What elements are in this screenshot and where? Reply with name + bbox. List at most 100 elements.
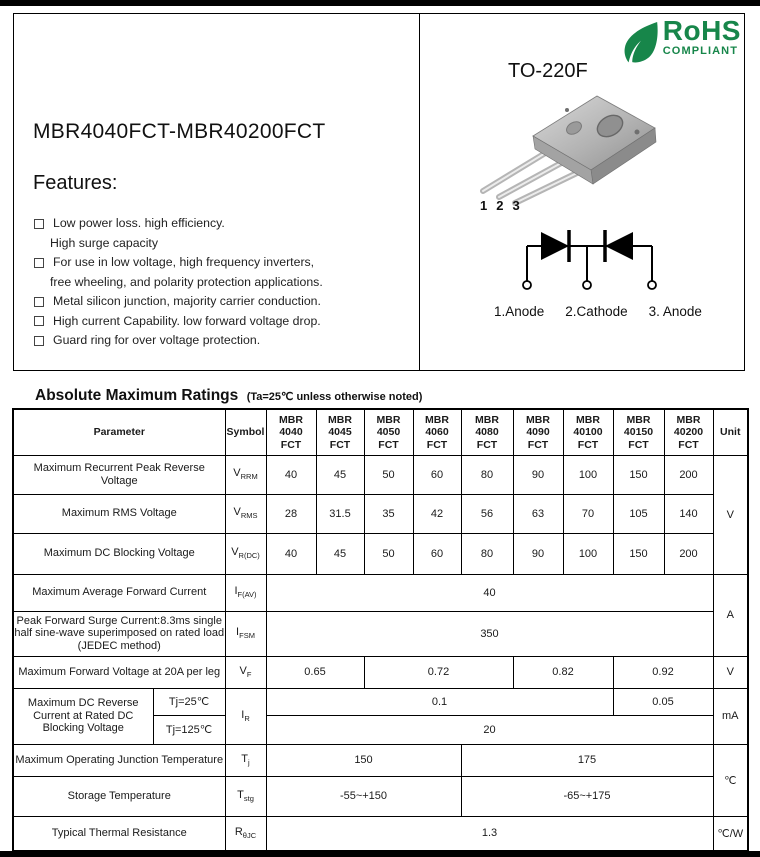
value-cell: 42 <box>412 493 462 534</box>
package-legs <box>480 149 582 206</box>
package-panel: RoHS COMPLIANT TO-220F <box>420 14 746 370</box>
value-cell: 200 <box>663 532 714 575</box>
unit-cell: ℃ <box>712 743 749 817</box>
table-row-tj: Maximum Operating Junction Temperature T… <box>12 743 749 817</box>
diode-schematic <box>522 230 657 290</box>
pin-legend-anode1: 1.Anode <box>494 304 545 319</box>
table-row-vrdc: Maximum DC Blocking Voltage VR(DC) 40 45… <box>12 532 748 575</box>
param-label: Maximum RMS Voltage <box>12 493 226 534</box>
param-label: Maximum DC Reverse Current at Rated DC B… <box>12 687 154 745</box>
symbol-cell: VRMS <box>224 493 267 534</box>
value-cell: 1.3 <box>265 815 714 852</box>
table-row-ir-25: Maximum DC Reverse Current at Rated DC B… <box>12 687 749 745</box>
value-cell: 28 <box>265 493 317 534</box>
value-cell: 200 <box>663 454 714 495</box>
col-header-model: MBR 4050 FCT <box>363 408 414 456</box>
symbol-cell: VR(DC) <box>224 532 267 575</box>
symbol-cell: IFSM <box>224 610 267 657</box>
value-cell: 40 <box>265 454 317 495</box>
col-header-model: MBR 4090 FCT <box>512 408 564 456</box>
col-header-model: MBR 40100 FCT <box>562 408 614 456</box>
col-header-model: MBR 4045 FCT <box>315 408 365 456</box>
value-cell: 140 <box>663 493 714 534</box>
pin-number-2: 2 <box>496 198 504 213</box>
feature-text: Low power loss. high efficiency. <box>53 216 225 230</box>
rohs-logo: RoHS COMPLIANT <box>622 17 741 63</box>
feature-item: For use in low voltage, high frequency i… <box>33 253 413 273</box>
table-row-tstg: Storage Temperature Tstg -55~+150 -65~+1… <box>12 775 748 817</box>
checkbox-icon <box>34 218 44 229</box>
pin-legend-anode3: 3. Anode <box>648 304 702 319</box>
value-cell: 35 <box>363 493 414 534</box>
value-cell: -55~+150 <box>265 775 462 817</box>
col-header-model: MBR 40150 FCT <box>612 408 665 456</box>
feature-item: Low power loss. high efficiency. <box>33 214 413 234</box>
value-cell: 175 <box>460 743 714 777</box>
rohs-subtitle: COMPLIANT <box>662 45 739 57</box>
value-cell: 0.92 <box>612 655 714 689</box>
col-header-parameter: Parameter <box>12 408 226 456</box>
col-header-model: MBR 4040 FCT <box>265 408 317 456</box>
param-label: Maximum Recurrent Peak Reverse Voltage <box>12 454 226 495</box>
value-cell: 350 <box>265 610 714 657</box>
value-cell: 60 <box>412 532 462 575</box>
col-header-model: MBR 4080 FCT <box>460 408 514 456</box>
features-heading: Features: <box>33 172 118 194</box>
pin-number-3: 3 <box>512 198 520 213</box>
panel-divider <box>419 14 420 370</box>
value-cell: 150 <box>612 454 665 495</box>
value-cell: 0.82 <box>512 655 614 689</box>
feature-text: For use in low voltage, high frequency i… <box>53 255 315 269</box>
unit-cell: A <box>712 573 749 657</box>
param-label: Peak Forward Surge Current:8.3ms single … <box>12 610 226 657</box>
col-header-symbol: Symbol <box>224 408 267 456</box>
col-header-unit: Unit <box>712 408 749 456</box>
product-title: MBR4040FCT-MBR40200FCT <box>33 120 326 143</box>
condition-cell: Tj=125℃ <box>152 714 226 745</box>
param-label: Typical Thermal Resistance <box>12 815 226 852</box>
value-cell: 50 <box>363 532 414 575</box>
unit-cell: V <box>712 454 749 575</box>
value-cell: 0.1 <box>265 687 614 716</box>
value-cell: 40 <box>265 532 317 575</box>
header-section: MBR4040FCT-MBR40200FCT Features: Low pow… <box>13 13 745 371</box>
value-cell: 45 <box>315 454 365 495</box>
value-cell: 20 <box>265 714 714 745</box>
col-header-model: MBR 40200 FCT <box>663 408 714 456</box>
value-cell: 150 <box>612 532 665 575</box>
ratings-title-condition: (Ta=25℃ unless otherwise noted) <box>246 391 423 403</box>
symbol-cell: VRRM <box>224 454 267 495</box>
checkbox-icon <box>34 316 44 326</box>
package-image <box>480 95 657 206</box>
unit-cell: ℃/W <box>712 815 749 852</box>
table-row-vf: Maximum Forward Voltage at 20A per leg V… <box>12 655 749 689</box>
value-cell: 40 <box>265 573 714 612</box>
value-cell: 50 <box>363 454 414 495</box>
ratings-title: Absolute Maximum Ratings (Ta=25℃ unless … <box>35 387 422 405</box>
feature-text: High current Capability. low forward vol… <box>53 313 321 328</box>
table-row-ifav: Maximum Average Forward Current IF(AV) 4… <box>12 573 749 657</box>
feature-text-continued: High surge capacity <box>50 235 158 250</box>
param-label: Maximum DC Blocking Voltage <box>12 532 226 575</box>
value-cell: 70 <box>562 493 614 534</box>
product-overview-panel: MBR4040FCT-MBR40200FCT Features: Low pow… <box>14 14 419 370</box>
package-name: TO-220F <box>508 60 588 82</box>
value-cell: 45 <box>315 532 365 575</box>
feature-item: High current Capability. low forward vol… <box>33 312 413 332</box>
value-cell: 60 <box>412 454 462 495</box>
param-label: Maximum Average Forward Current <box>12 573 226 612</box>
col-header-model: MBR 4060 FCT <box>412 408 462 456</box>
value-cell: 56 <box>460 493 514 534</box>
rohs-leaf-icon <box>624 22 658 63</box>
checkbox-icon <box>34 257 44 268</box>
feature-item: Guard ring for over voltage protection. <box>33 331 413 351</box>
value-cell: 80 <box>460 532 514 575</box>
unit-cell: V <box>712 655 749 689</box>
param-label: Maximum Forward Voltage at 20A per leg <box>12 655 226 689</box>
value-cell: 0.05 <box>612 687 714 716</box>
value-cell: 31.5 <box>315 493 365 534</box>
param-label: Maximum Operating Junction Temperature <box>12 743 226 777</box>
pin-legend-cathode: 2.Cathode <box>565 304 628 319</box>
package-body <box>532 95 657 185</box>
